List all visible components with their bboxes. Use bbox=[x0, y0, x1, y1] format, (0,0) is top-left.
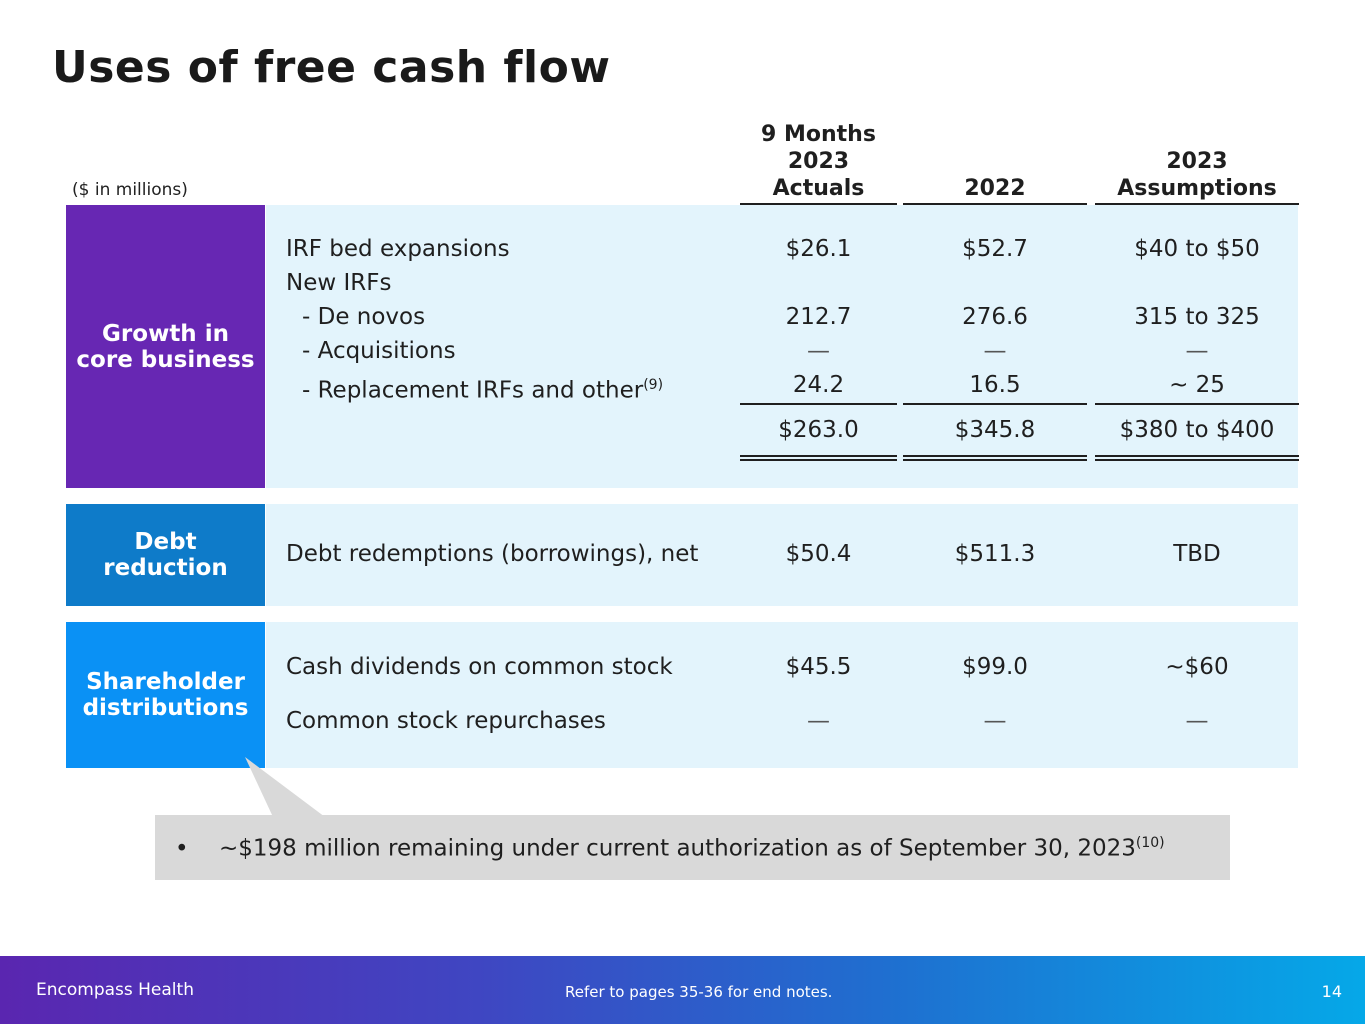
total-double-rule bbox=[1095, 455, 1299, 457]
row-label: - De novos bbox=[302, 304, 426, 330]
callout-box bbox=[155, 815, 1230, 880]
footnote-ref: (10) bbox=[1135, 835, 1165, 851]
cell-2022: 276.6 bbox=[962, 304, 1028, 330]
total-double-rule bbox=[1095, 459, 1299, 461]
callout-pointer bbox=[245, 757, 325, 817]
cell-9m-2023: 212.7 bbox=[785, 304, 852, 330]
column-header-line: 2023 bbox=[1166, 149, 1228, 174]
total-double-rule bbox=[740, 459, 897, 461]
debt-band bbox=[266, 504, 1298, 606]
callout-body: ~$198 million remaining under current au… bbox=[219, 835, 1136, 862]
category-debt: Debt reduction bbox=[66, 504, 265, 606]
row-label: New IRFs bbox=[286, 270, 392, 296]
column-header-9m-2023-actuals: 9 Months 2023 Actuals bbox=[740, 121, 897, 202]
subtotal-rule bbox=[740, 403, 897, 405]
total-double-rule bbox=[903, 459, 1087, 461]
cell-2022: $511.3 bbox=[954, 541, 1036, 567]
subtotal-rule bbox=[903, 403, 1087, 405]
row-label: IRF bed expansions bbox=[286, 236, 510, 262]
subtotal-rule bbox=[1095, 403, 1299, 405]
total-2023-assumption: $380 to $400 bbox=[1119, 417, 1275, 443]
category-label-line: reduction bbox=[103, 555, 228, 581]
category-label-line: distributions bbox=[82, 695, 249, 721]
total-double-rule bbox=[903, 455, 1087, 457]
units-note: ($ in millions) bbox=[72, 180, 188, 200]
total-9m-2023: $263.0 bbox=[778, 417, 859, 443]
cell-9m-2023: $26.1 bbox=[785, 236, 852, 262]
cell-2022: 16.5 bbox=[969, 372, 1021, 398]
row-label: - Acquisitions bbox=[302, 338, 456, 364]
footer-company: Encompass Health bbox=[36, 980, 194, 1000]
cell-2023-assumption: — bbox=[1185, 338, 1209, 364]
footnote-ref: (9) bbox=[643, 377, 664, 393]
cell-2022: $52.7 bbox=[962, 236, 1028, 262]
category-label-line: Debt bbox=[134, 529, 197, 555]
cell-2023-assumption: ~$60 bbox=[1165, 654, 1229, 680]
column-header-rule bbox=[1095, 203, 1299, 205]
row-label-with-note: - Replacement IRFs and other(9) bbox=[302, 370, 663, 406]
page-number: 14 bbox=[1321, 982, 1342, 1001]
column-header-line: Actuals bbox=[772, 176, 865, 201]
total-double-rule bbox=[740, 455, 897, 457]
growth-band bbox=[266, 205, 1298, 488]
column-header-line: 2022 bbox=[964, 176, 1026, 201]
row-label: Cash dividends on common stock bbox=[286, 654, 673, 680]
cell-2023-assumption: — bbox=[1185, 708, 1209, 734]
callout-text: • ~$198 million remaining under current a… bbox=[175, 828, 1165, 864]
column-header-2022: 2022 bbox=[903, 175, 1087, 202]
cell-9m-2023: $50.4 bbox=[785, 541, 852, 567]
column-header-2023-assumptions: 2023 Assumptions bbox=[1095, 148, 1299, 202]
total-2022: $345.8 bbox=[954, 417, 1036, 443]
column-header-line: 2023 bbox=[787, 149, 850, 174]
shareholder-band bbox=[266, 622, 1298, 768]
row-label-text: - Replacement IRFs and other bbox=[302, 377, 644, 404]
cell-2022: $99.0 bbox=[962, 654, 1028, 680]
category-growth: Growth in core business bbox=[66, 205, 265, 488]
column-header-line: Assumptions bbox=[1117, 176, 1277, 201]
category-label-line: Growth in bbox=[102, 320, 229, 347]
cell-9m-2023: — bbox=[807, 708, 830, 734]
category-label-line: Shareholder bbox=[86, 669, 245, 695]
footer-notes: Refer to pages 35-36 for end notes. bbox=[565, 983, 833, 1001]
cell-2022: — bbox=[983, 338, 1007, 364]
cell-2023-assumption: 315 to 325 bbox=[1134, 304, 1260, 330]
page-title: Uses of free cash flow bbox=[52, 42, 611, 93]
cell-2023-assumption: ~ 25 bbox=[1169, 372, 1225, 398]
column-header-line: 9 Months bbox=[761, 122, 876, 147]
cell-9m-2023: $45.5 bbox=[785, 654, 852, 680]
cell-2023-assumption: $40 to $50 bbox=[1134, 236, 1260, 262]
column-header-rule bbox=[903, 203, 1087, 205]
column-header-rule bbox=[740, 203, 897, 205]
cell-2022: — bbox=[983, 708, 1007, 734]
row-label: Common stock repurchases bbox=[286, 708, 606, 734]
bullet: • bbox=[175, 835, 189, 862]
cell-2023-assumption: TBD bbox=[1173, 541, 1221, 567]
cell-9m-2023: 24.2 bbox=[792, 372, 845, 398]
row-label: Debt redemptions (borrowings), net bbox=[286, 541, 699, 567]
cell-9m-2023: — bbox=[807, 338, 830, 364]
category-label-line: core business bbox=[76, 346, 255, 373]
category-shareholder: Shareholder distributions bbox=[66, 622, 265, 768]
footer-bar bbox=[0, 956, 1365, 1024]
